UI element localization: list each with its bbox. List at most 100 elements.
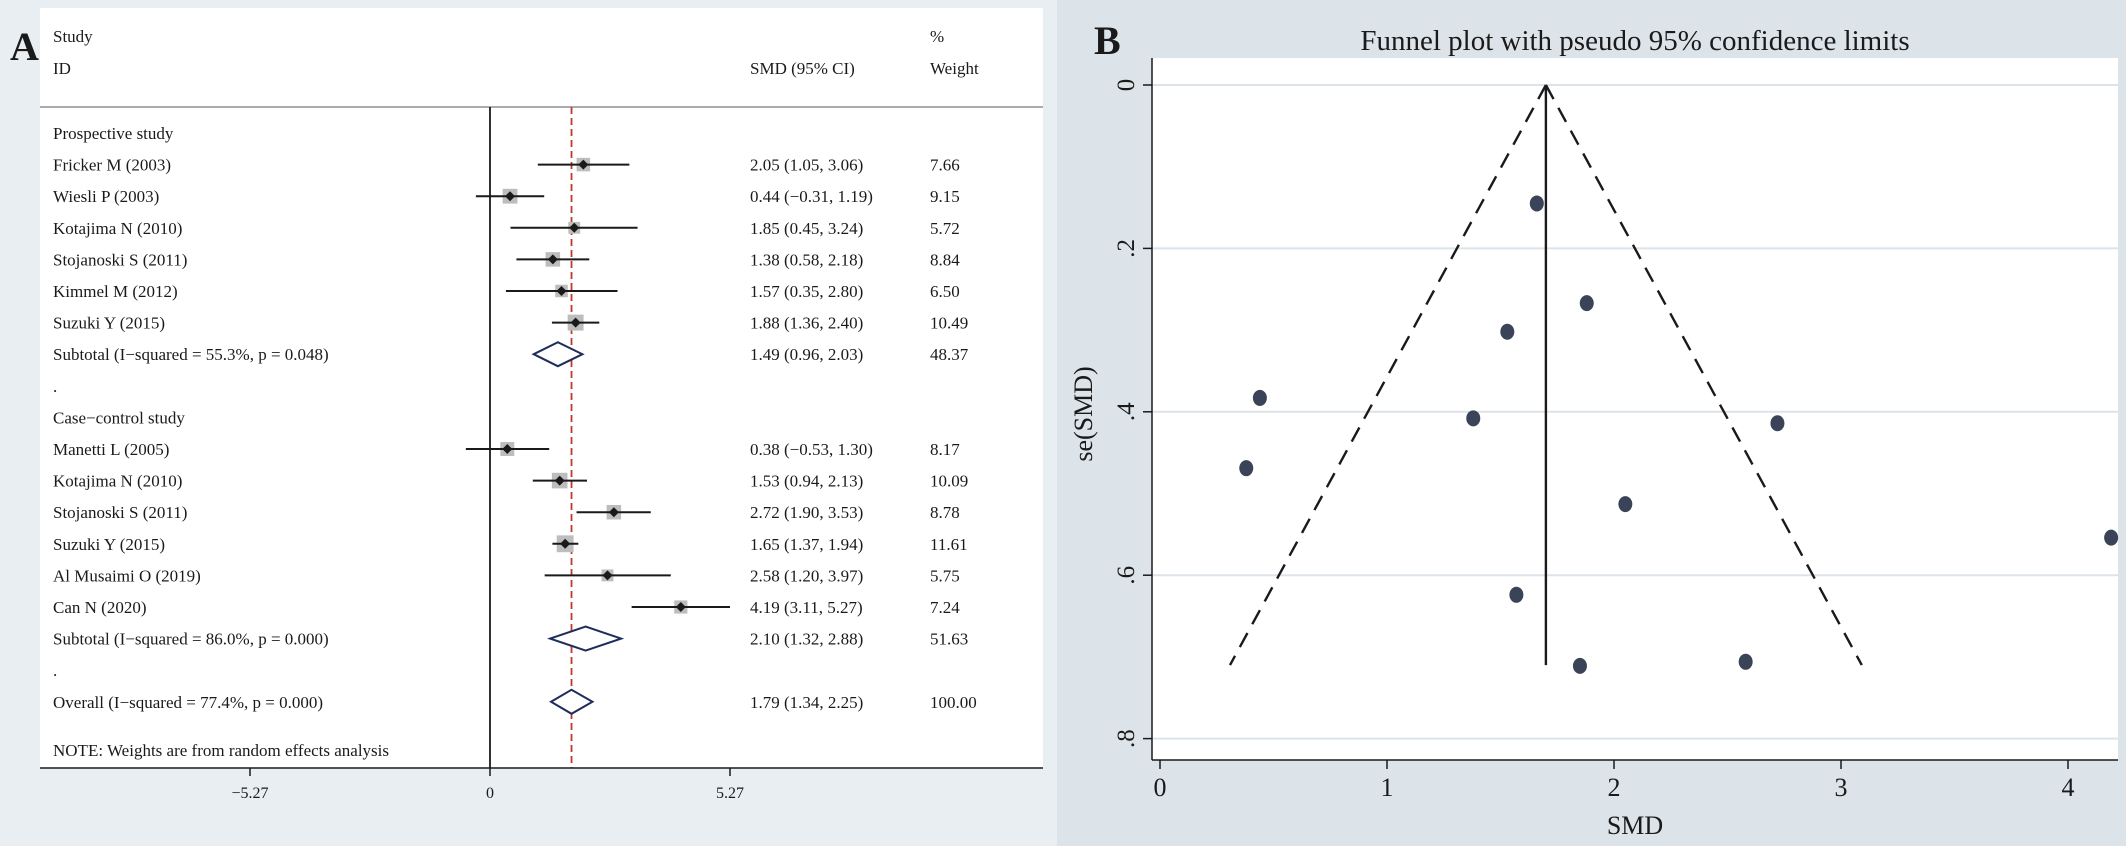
point-estimate [608, 507, 619, 518]
row-label: Subtotal (I−squared = 55.3%, p = 0.048) [53, 345, 329, 364]
study-point [1529, 195, 1544, 212]
row-weight: 7.24 [930, 598, 960, 617]
row-label: . [53, 377, 57, 396]
point-estimate [556, 286, 567, 296]
row-label: Fricker M (2003) [53, 156, 171, 175]
overall-diamond [549, 688, 595, 715]
row-effect-ci: 1.65 (1.37, 1.94) [750, 535, 863, 554]
row-effect-ci: 1.38 (0.58, 2.18) [750, 250, 863, 269]
funnel-y-tick-label: .8 [1113, 729, 1140, 748]
row-label: Subtotal (I−squared = 86.0%, p = 0.000) [53, 630, 329, 649]
funnel-y-tick-label: .2 [1113, 239, 1140, 258]
funnel-y-tick-label: .4 [1113, 402, 1140, 421]
row-weight: 100.00 [930, 693, 977, 712]
row-label: Suzuki Y (2015) [53, 314, 165, 333]
row-effect-ci: 1.53 (0.94, 2.13) [750, 472, 863, 491]
point-estimate [569, 222, 580, 233]
header-weight-percent: % [930, 27, 944, 46]
row-label: Prospective study [53, 124, 174, 143]
row-effect-ci: 2.72 (1.90, 3.53) [750, 503, 863, 522]
row-effect-ci: 1.49 (0.96, 2.03) [750, 345, 863, 364]
point-estimate [560, 538, 571, 549]
point-estimate [547, 254, 558, 265]
study-point [1572, 657, 1587, 674]
row-effect-ci: 0.38 (−0.53, 1.30) [750, 440, 873, 459]
row-weight: 6.50 [930, 282, 960, 301]
funnel-plot-area [1152, 58, 2118, 760]
funnel-plot: 0 .2 .4 .6 .8 0 1 2 3 4 [1113, 58, 2119, 802]
panel-b-label: B [1094, 18, 1121, 63]
row-effect-ci: 1.85 (0.45, 3.24) [750, 219, 863, 238]
row-effect-ci: 2.58 (1.20, 3.97) [750, 566, 863, 585]
row-label: Stojanoski S (2011) [53, 503, 187, 522]
row-label: . [53, 661, 57, 680]
row-label: Overall (I−squared = 77.4%, p = 0.000) [53, 693, 323, 712]
header-id: ID [53, 59, 71, 78]
row-label: Kotajima N (2010) [53, 472, 182, 491]
weights-note: NOTE: Weights are from random effects an… [53, 741, 389, 760]
funnel-x-tick-label: 3 [1835, 773, 1848, 802]
row-effect-ci: 2.05 (1.05, 3.06) [750, 156, 863, 175]
row-label: Stojanoski S (2011) [53, 250, 187, 269]
row-label: Al Musaimi O (2019) [53, 566, 201, 585]
funnel-right-limit [1544, 84, 1863, 666]
forest-x-tick-label: 0 [486, 785, 494, 802]
row-weight: 10.09 [930, 472, 968, 491]
header-effect: SMD (95% CI) [750, 59, 855, 78]
point-estimate [570, 317, 581, 328]
row-effect-ci: 2.10 (1.32, 2.88) [750, 630, 863, 649]
study-point [1618, 496, 1633, 513]
row-weight: 51.63 [930, 630, 968, 649]
study-point [1579, 295, 1594, 312]
row-weight: 8.17 [930, 440, 960, 459]
forest-x-tick-label: 5.27 [716, 785, 744, 802]
header-study: Study [53, 27, 93, 46]
study-point [2104, 529, 2119, 546]
funnel-y-axis-title: se(SMD) [1069, 366, 1098, 461]
row-weight: 48.37 [930, 345, 969, 364]
point-estimate [602, 570, 613, 581]
header-weight: Weight [930, 59, 979, 78]
row-weight: 10.49 [930, 314, 968, 333]
funnel-x-tick-label: 0 [1154, 773, 1167, 802]
row-weight: 5.72 [930, 219, 960, 238]
study-point [1466, 410, 1481, 427]
row-label: Wiesli P (2003) [53, 187, 159, 206]
funnel-y-tick-label: 0 [1113, 79, 1140, 92]
row-weight: 9.15 [930, 187, 960, 206]
row-effect-ci: 0.44 (−0.31, 1.19) [750, 187, 873, 206]
panel-a-label: A [10, 24, 39, 69]
row-effect-ci: 1.79 (1.34, 2.25) [750, 693, 863, 712]
subtotal-diamond [546, 625, 625, 652]
study-point [1509, 586, 1524, 603]
funnel-y-tick-label: .6 [1113, 566, 1140, 585]
point-estimate [675, 602, 686, 612]
row-effect-ci: 1.88 (1.36, 2.40) [750, 314, 863, 333]
study-point [1239, 460, 1254, 477]
row-weight: 7.66 [930, 156, 960, 175]
row-label: Suzuki Y (2015) [53, 535, 165, 554]
point-estimate [502, 444, 513, 454]
study-point [1738, 653, 1753, 670]
funnel-x-tick-label: 4 [2062, 773, 2075, 802]
study-point [1252, 389, 1267, 406]
row-effect-ci: 4.19 (3.11, 5.27) [750, 598, 863, 617]
funnel-x-tick-label: 1 [1381, 773, 1394, 802]
row-weight: 11.61 [930, 535, 968, 554]
subtotal-diamond [531, 341, 585, 368]
row-label: Kimmel M (2012) [53, 282, 178, 301]
point-estimate [554, 475, 565, 486]
forest-plot: Prospective study Fricker M (2003) 2.05 (1… [40, 107, 1043, 802]
row-label: Case−control study [53, 408, 185, 427]
row-weight: 5.75 [930, 566, 960, 585]
funnel-title: Funnel plot with pseudo 95% confidence l… [1360, 25, 1909, 57]
forest-plot-area [40, 8, 1043, 768]
row-effect-ci: 1.57 (0.35, 2.80) [750, 282, 863, 301]
point-estimate [578, 159, 589, 170]
row-weight: 8.84 [930, 250, 960, 269]
row-label: Kotajima N (2010) [53, 219, 182, 238]
funnel-x-tick-label: 2 [1608, 773, 1621, 802]
funnel-left-limit [1228, 84, 1547, 666]
